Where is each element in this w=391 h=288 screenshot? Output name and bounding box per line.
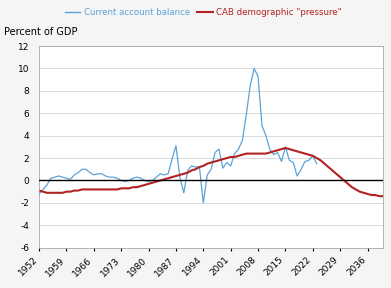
Current account balance (131, 177, 135, 180)
Line: CAB demographic "pressure": CAB demographic "pressure" (39, 148, 383, 196)
CAB demographic "pressure" (283, 146, 288, 150)
CAB demographic "pressure" (381, 194, 386, 198)
Legend: Current account balance, CAB demographic "pressure": Current account balance, CAB demographic… (61, 4, 345, 20)
Current account balance (201, 201, 206, 204)
CAB demographic "pressure" (107, 188, 112, 191)
Current account balance (314, 162, 319, 165)
CAB demographic "pressure" (377, 194, 382, 198)
CAB demographic "pressure" (72, 189, 77, 192)
Current account balance (37, 192, 41, 196)
CAB demographic "pressure" (80, 188, 84, 191)
Current account balance (252, 67, 256, 70)
Current account balance (299, 168, 303, 171)
Line: Current account balance: Current account balance (39, 69, 317, 203)
CAB demographic "pressure" (37, 189, 41, 192)
CAB demographic "pressure" (346, 182, 350, 185)
Text: Percent of GDP: Percent of GDP (4, 27, 77, 37)
Current account balance (217, 147, 221, 151)
CAB demographic "pressure" (170, 175, 174, 179)
CAB demographic "pressure" (213, 160, 217, 163)
Current account balance (193, 165, 198, 169)
Current account balance (228, 164, 233, 168)
Current account balance (76, 171, 81, 174)
